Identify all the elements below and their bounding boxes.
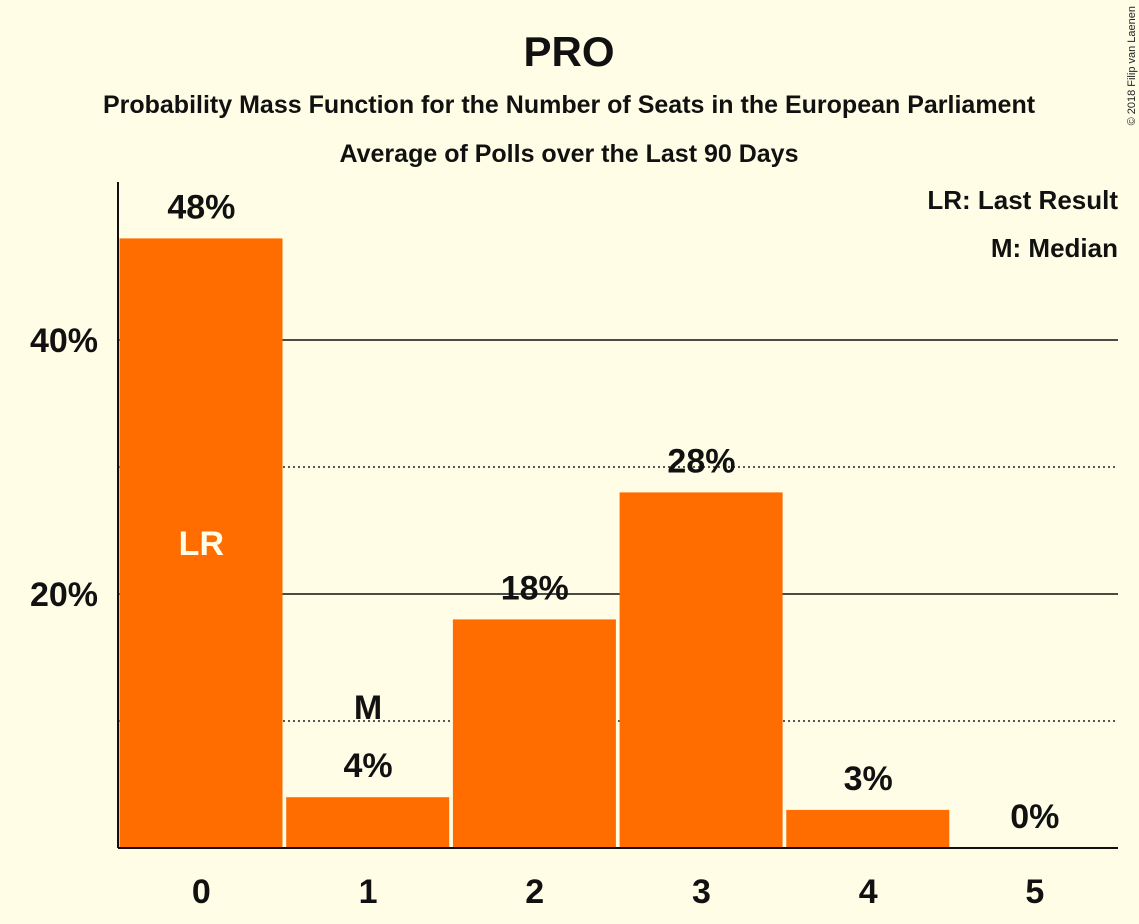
median-marker: M xyxy=(354,689,382,727)
x-tick-label: 1 xyxy=(359,873,378,911)
bar-seat-0 xyxy=(119,238,283,848)
legend-last-result: LR: Last Result xyxy=(927,185,1118,215)
x-tick-label: 5 xyxy=(1025,873,1044,911)
y-tick-label: 40% xyxy=(30,322,98,360)
bar-seat-3 xyxy=(619,492,783,848)
chart-title: PRO xyxy=(523,28,614,75)
data-label: 3% xyxy=(844,760,893,798)
chart-subtitle: Probability Mass Function for the Number… xyxy=(103,91,1036,119)
y-tick-label: 20% xyxy=(30,576,98,614)
x-tick-label: 2 xyxy=(525,873,544,911)
x-tick-label: 3 xyxy=(692,873,711,911)
data-label: 0% xyxy=(1010,798,1059,836)
bar-seat-2 xyxy=(452,619,616,848)
axes xyxy=(117,182,1118,849)
gridlines xyxy=(118,339,1118,722)
legend-median: M: Median xyxy=(991,233,1118,263)
last-result-marker: LR xyxy=(179,525,224,563)
bar-seat-4 xyxy=(786,809,950,848)
data-label: 4% xyxy=(343,747,392,785)
data-label: 18% xyxy=(501,569,569,607)
copyright-notice: © 2018 Filip van Laenen xyxy=(1126,6,1138,125)
labels: 20% 40% 0 1 2 3 4 5 48% 4% 18% 28% 3% 0% LR M xyxy=(30,188,1059,911)
bar-seat-1 xyxy=(286,797,450,848)
chart-subtitle-2: Average of Polls over the Last 90 Days xyxy=(340,140,799,168)
x-tick-label: 4 xyxy=(859,873,878,911)
x-tick-label: 0 xyxy=(192,873,211,911)
data-label: 48% xyxy=(167,188,235,226)
bars xyxy=(119,238,950,848)
data-label: 28% xyxy=(667,442,735,480)
